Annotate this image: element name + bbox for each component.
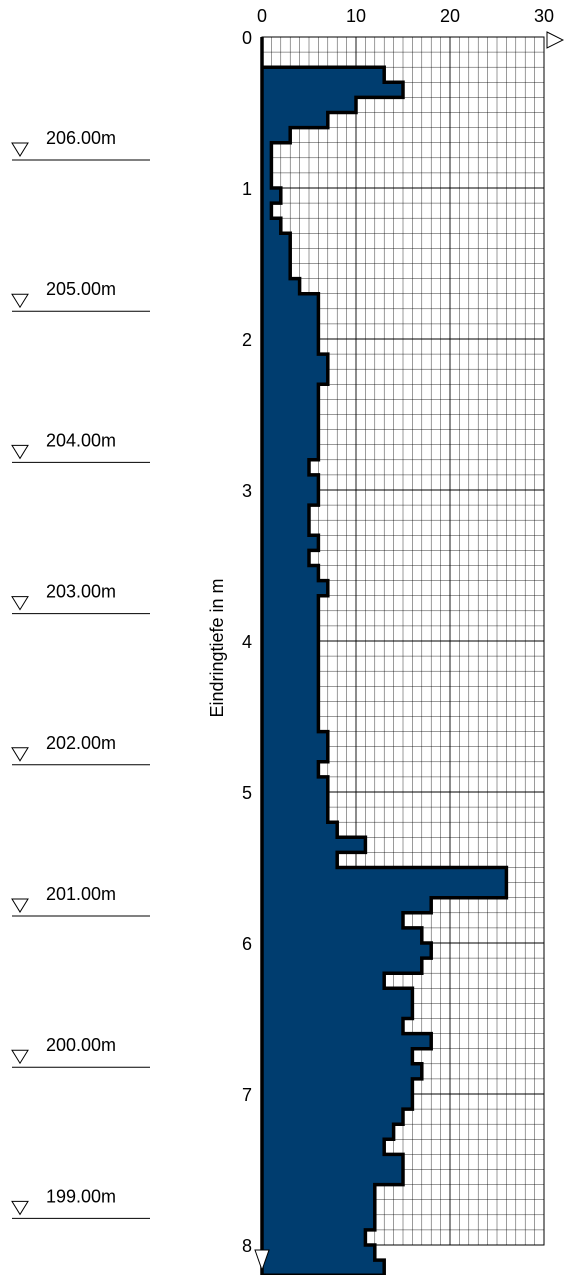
elevation-label: 202.00m bbox=[46, 733, 116, 753]
water-level-triangle-icon bbox=[11, 1200, 29, 1216]
y-tick-label: 7 bbox=[242, 1085, 252, 1105]
x-tick-label: 0 bbox=[257, 6, 267, 26]
resistance-profile-area bbox=[260, 37, 509, 1275]
water-level-triangle-icon bbox=[11, 444, 29, 460]
elevation-marker: 202.00m bbox=[11, 733, 150, 766]
y-tick-label: 0 bbox=[242, 28, 252, 48]
elevation-marker: 200.00m bbox=[11, 1035, 150, 1068]
elevation-label: 203.00m bbox=[46, 582, 116, 602]
elevation-label: 206.00m bbox=[46, 128, 116, 148]
elevation-label: 205.00m bbox=[46, 279, 116, 299]
water-level-triangle-icon bbox=[11, 1049, 29, 1065]
water-level-triangle-icon bbox=[11, 898, 29, 913]
y-tick-label: 2 bbox=[242, 330, 252, 350]
y-axis-label: Eindringtiefe in m bbox=[207, 578, 227, 717]
bottom-triangle-icon bbox=[254, 1249, 270, 1272]
elevation-label: 200.00m bbox=[46, 1035, 116, 1055]
y-tick-label: 6 bbox=[242, 934, 252, 954]
elevation-marker: 204.00m bbox=[11, 430, 150, 463]
water-level-triangle-icon bbox=[11, 747, 29, 762]
elevation-label: 204.00m bbox=[46, 430, 116, 450]
water-level-triangle-icon bbox=[11, 142, 29, 157]
y-tick-label: 4 bbox=[242, 632, 252, 652]
elevation-markers: 206.00m 205.00m 204.00m 203.00m 202.00m 201.0… bbox=[11, 128, 150, 1219]
elevation-marker: 206.00m bbox=[11, 128, 150, 161]
elevation-label: 199.00m bbox=[46, 1186, 116, 1206]
y-tick-label: 1 bbox=[242, 179, 252, 199]
elevation-marker: 203.00m bbox=[11, 582, 150, 615]
elevation-label: 201.00m bbox=[46, 884, 116, 904]
x-tick-label: 10 bbox=[346, 6, 366, 26]
y-tick-label: 5 bbox=[242, 783, 252, 803]
x-tick-label: 20 bbox=[440, 6, 460, 26]
y-tick-label: 8 bbox=[242, 1236, 252, 1256]
elevation-marker: 201.00m bbox=[11, 884, 150, 917]
elevation-marker: 199.00m bbox=[11, 1186, 150, 1219]
y-tick-label: 3 bbox=[242, 481, 252, 501]
elevation-marker: 205.00m bbox=[11, 279, 150, 312]
axis-ticks: 0 10 20 30 0 1 2 3 4 5 6 7 8 bbox=[242, 6, 564, 1272]
top-right-triangle-icon bbox=[546, 31, 564, 49]
water-level-triangle-icon bbox=[11, 596, 29, 611]
water-level-triangle-icon bbox=[11, 293, 29, 309]
x-tick-label: 30 bbox=[534, 6, 554, 26]
